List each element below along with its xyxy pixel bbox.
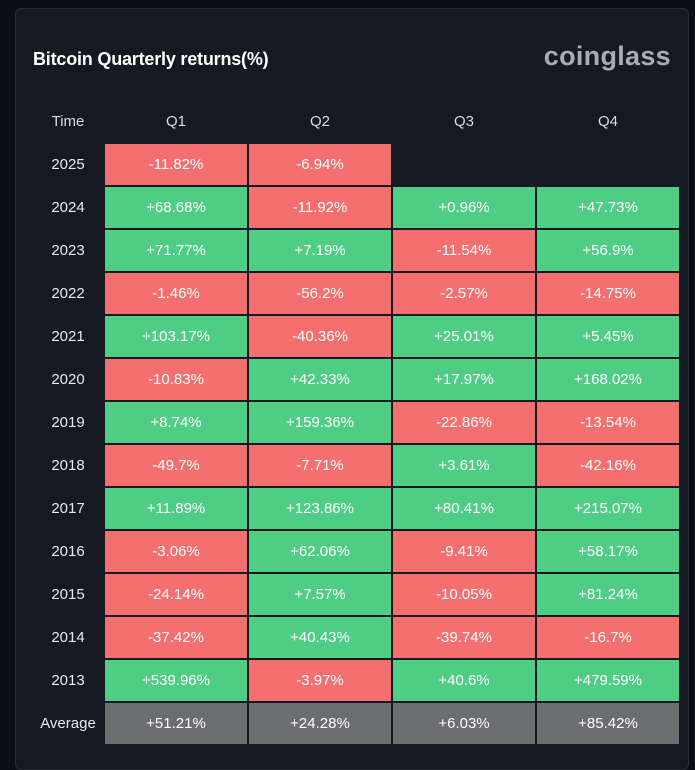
return-cell: +7.19% — [249, 230, 391, 271]
return-cell: -22.86% — [393, 402, 535, 443]
year-label: 2022 — [51, 285, 85, 302]
return-cell: +0.96% — [393, 187, 535, 228]
return-cell: -40.36% — [249, 316, 391, 357]
return-cell: -6.94% — [249, 144, 391, 185]
return-cell: -13.54% — [537, 402, 679, 443]
return-cell: +25.01% — [393, 316, 535, 357]
return-cell: -49.7% — [105, 445, 247, 486]
average-cell: +6.03% — [393, 703, 535, 744]
year-label: 2023 — [51, 242, 85, 259]
return-cell: -11.92% — [249, 187, 391, 228]
return-cell: +7.57% — [249, 574, 391, 615]
average-cell: +51.21% — [105, 703, 247, 744]
return-cell: +80.41% — [393, 488, 535, 529]
return-cell: +71.77% — [105, 230, 247, 271]
return-cell: +168.02% — [537, 359, 679, 400]
return-cell: +42.33% — [249, 359, 391, 400]
return-cell: -2.57% — [393, 273, 535, 314]
return-cell: +56.9% — [537, 230, 679, 271]
year-label: 2016 — [51, 543, 85, 560]
year-label: 2017 — [51, 500, 85, 517]
return-cell: -3.97% — [249, 660, 391, 701]
return-cell: +40.43% — [249, 617, 391, 658]
year-label: 2019 — [51, 414, 85, 431]
brand-logo: coinglass — [543, 41, 671, 71]
return-cell: -7.71% — [249, 445, 391, 486]
year-label: 2013 — [51, 672, 85, 689]
column-header-q3: Q3 — [453, 113, 474, 130]
return-cell: -9.41% — [393, 531, 535, 572]
return-cell: +11.89% — [105, 488, 247, 529]
average-row-label: Average — [40, 715, 96, 732]
column-header-q2: Q2 — [309, 113, 330, 130]
return-cell: +479.59% — [537, 660, 679, 701]
average-cell: +24.28% — [249, 703, 391, 744]
return-cell: -42.16% — [537, 445, 679, 486]
return-cell: +159.36% — [249, 402, 391, 443]
column-header-q1: Q1 — [165, 113, 186, 130]
return-cell: +3.61% — [393, 445, 535, 486]
return-cell: -11.82% — [105, 144, 247, 185]
year-label: 2014 — [51, 629, 85, 646]
column-header-time: Time — [51, 113, 85, 130]
return-cell: +215.07% — [537, 488, 679, 529]
return-cell: -11.54% — [393, 230, 535, 271]
return-cell: +68.68% — [105, 187, 247, 228]
return-cell: +5.45% — [537, 316, 679, 357]
year-label: 2025 — [51, 156, 85, 173]
return-cell: +8.74% — [105, 402, 247, 443]
return-cell: +47.73% — [537, 187, 679, 228]
return-cell: +17.97% — [393, 359, 535, 400]
year-label: 2020 — [51, 371, 85, 388]
returns-table: Time Q1 Q2 Q3 Q4 2025 -11.82% -6.94% 2024 +68.68%… — [33, 101, 679, 744]
return-cell: +81.24% — [537, 574, 679, 615]
return-cell: -3.06% — [105, 531, 247, 572]
return-cell: -37.42% — [105, 617, 247, 658]
return-cell: +103.17% — [105, 316, 247, 357]
return-cell: -1.46% — [105, 273, 247, 314]
chart-title: Bitcoin Quarterly returns(%) — [33, 49, 269, 69]
column-header-q4: Q4 — [597, 113, 618, 130]
return-cell: -39.74% — [393, 617, 535, 658]
return-cell: -14.75% — [537, 273, 679, 314]
return-cell: +539.96% — [105, 660, 247, 701]
return-cell: -10.05% — [393, 574, 535, 615]
return-cell: +40.6% — [393, 660, 535, 701]
return-cell: +123.86% — [249, 488, 391, 529]
return-cell: +62.06% — [249, 531, 391, 572]
year-label: 2015 — [51, 586, 85, 603]
average-cell: +85.42% — [537, 703, 679, 744]
return-cell — [393, 144, 535, 185]
year-label: 2018 — [51, 457, 85, 474]
year-label: 2024 — [51, 199, 85, 216]
return-cell — [537, 144, 679, 185]
year-label: 2021 — [51, 328, 85, 345]
return-cell: -24.14% — [105, 574, 247, 615]
returns-panel: Bitcoin Quarterly returns(%) coinglass T… — [15, 8, 689, 770]
return-cell: +58.17% — [537, 531, 679, 572]
return-cell: -56.2% — [249, 273, 391, 314]
return-cell: -16.7% — [537, 617, 679, 658]
return-cell: -10.83% — [105, 359, 247, 400]
